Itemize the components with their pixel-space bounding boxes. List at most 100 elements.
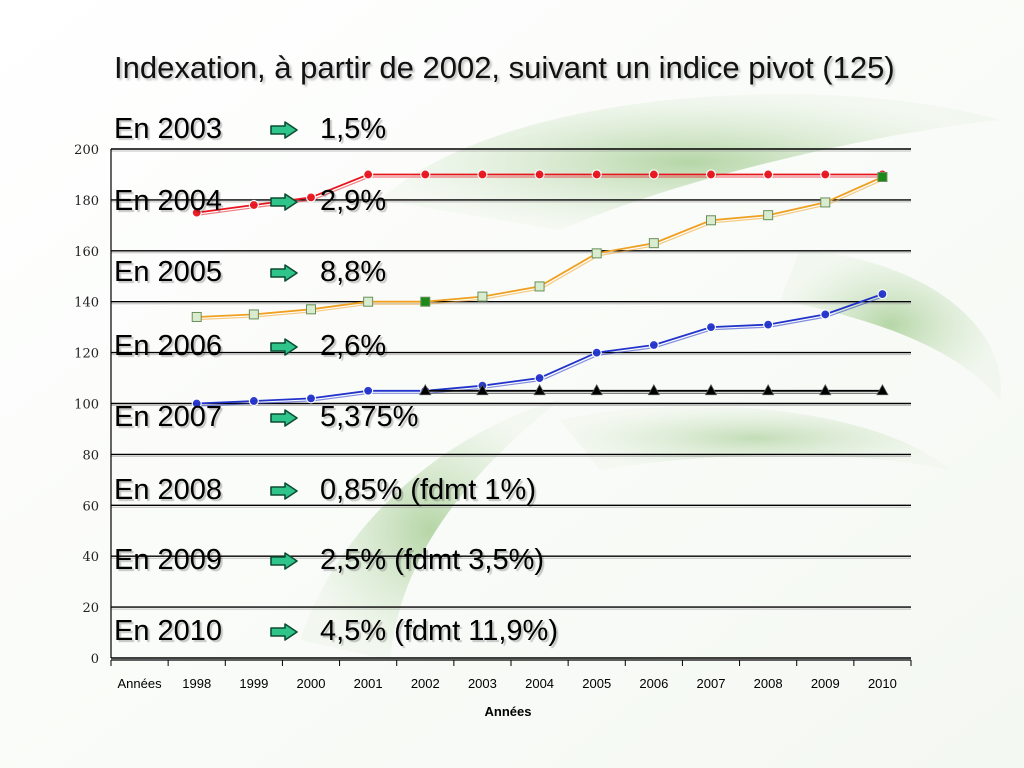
indexation-year: En 2008	[114, 474, 223, 506]
data-point	[305, 393, 317, 404]
data-point	[191, 398, 202, 409]
right-arrow-icon	[270, 193, 298, 211]
indexation-year: En 2007	[114, 401, 223, 433]
indexation-rate: 5,375%	[320, 401, 419, 433]
data-point	[761, 383, 775, 396]
indexation-rate: 0,85% (fdmt 1%)	[320, 474, 536, 506]
data-point	[876, 383, 889, 396]
right-arrow-icon	[270, 409, 298, 427]
data-point	[648, 339, 659, 351]
data-point	[590, 383, 603, 396]
indexation-rate: 4,5% (fdmt 11,9%)	[320, 615, 559, 647]
series-line	[196, 176, 883, 318]
series-line-shadow	[198, 176, 884, 216]
data-point	[363, 385, 374, 396]
chart-gridlines	[111, 148, 911, 661]
x-tick-label: 2007	[697, 676, 726, 691]
y-tick-label: 100	[74, 398, 99, 413]
x-axis-title: Années	[485, 704, 532, 719]
data-point	[647, 383, 661, 396]
data-point	[477, 169, 488, 180]
y-tick-label: 20	[82, 601, 99, 616]
data-point	[877, 288, 888, 300]
y-tick-label: 120	[74, 347, 99, 362]
x-tick-label: Années	[118, 676, 163, 691]
green-swoosh-right	[780, 250, 1001, 400]
y-tick-label: 40	[82, 550, 99, 565]
green-swoosh-top	[380, 94, 1000, 230]
x-tick-label: 2005	[582, 676, 611, 691]
x-tick-label: 1998	[182, 676, 211, 691]
data-point	[420, 169, 431, 180]
x-tick-label: 2004	[525, 676, 554, 691]
data-point	[477, 291, 488, 302]
data-point	[248, 395, 259, 407]
right-arrow-icon	[270, 121, 298, 139]
data-point	[363, 169, 374, 180]
data-point	[819, 383, 832, 396]
indexation-rate: 1,5%	[320, 113, 387, 145]
indexation-rate: 2,9%	[320, 185, 387, 217]
data-point	[820, 309, 831, 320]
indexation-rate: 2,6%	[320, 330, 387, 362]
x-tick-label: 2000	[297, 676, 326, 691]
data-point	[191, 311, 202, 322]
x-tick-label: 2009	[811, 676, 840, 691]
slide-title: Indexation, à partir de 2002, suivant un…	[114, 50, 895, 85]
y-tick-label: 0	[91, 652, 99, 667]
indexation-year: En 2003	[114, 113, 223, 145]
indexation-rate: 2,5% (fdmt 3,5%)	[320, 544, 545, 576]
y-axis: 0 20 40 60 80 100 120 140 160 180 200	[74, 143, 112, 667]
data-point	[705, 322, 717, 333]
data-point	[534, 281, 545, 292]
y-tick-label: 200	[74, 143, 99, 158]
x-tick-label: 2008	[754, 676, 783, 691]
data-point	[533, 383, 546, 396]
right-arrow-icon	[270, 552, 298, 570]
y-tick-label: 60	[82, 499, 99, 514]
data-point	[763, 169, 774, 180]
y-tick-label: 80	[82, 448, 99, 463]
data-point	[419, 383, 432, 396]
data-point	[591, 347, 602, 358]
series-line	[196, 173, 883, 214]
x-tick-label: 2003	[468, 676, 497, 691]
data-point	[248, 199, 259, 211]
data-point	[648, 238, 659, 249]
data-point	[704, 383, 718, 396]
x-tick-label: 1999	[239, 676, 268, 691]
data-point	[591, 248, 602, 259]
data-point	[420, 296, 431, 307]
data-point	[363, 296, 374, 307]
indexation-year: En 2005	[114, 256, 223, 288]
data-point	[820, 197, 831, 208]
right-arrow-icon	[270, 264, 298, 282]
data-point	[877, 171, 888, 182]
y-tick-label: 160	[74, 245, 99, 260]
green-swoosh-left	[300, 400, 560, 660]
indexation-year: En 2009	[114, 544, 223, 576]
y-tick-label: 180	[74, 194, 99, 209]
data-point	[763, 319, 774, 330]
data-point	[648, 169, 659, 180]
right-arrow-icon	[270, 623, 298, 641]
right-arrow-icon	[270, 338, 298, 356]
y-tick-label: 140	[74, 296, 99, 311]
x-axis: Années 1998 1999 2000 2001 2002 2003 2004 2005 20…	[110, 659, 912, 691]
chart-series	[191, 169, 889, 409]
data-point	[706, 215, 716, 226]
data-point	[534, 169, 545, 180]
data-point	[820, 169, 831, 180]
indexation-year: En 2006	[114, 330, 223, 362]
data-point	[476, 383, 489, 396]
data-point	[248, 309, 259, 320]
data-point	[306, 304, 316, 315]
data-point	[763, 210, 774, 221]
right-arrow-icon	[270, 482, 298, 500]
indexation-rate: 8,8%	[320, 256, 387, 288]
data-point	[305, 192, 317, 203]
x-tick-label: 2001	[354, 676, 383, 691]
indexation-year: En 2010	[114, 615, 223, 647]
